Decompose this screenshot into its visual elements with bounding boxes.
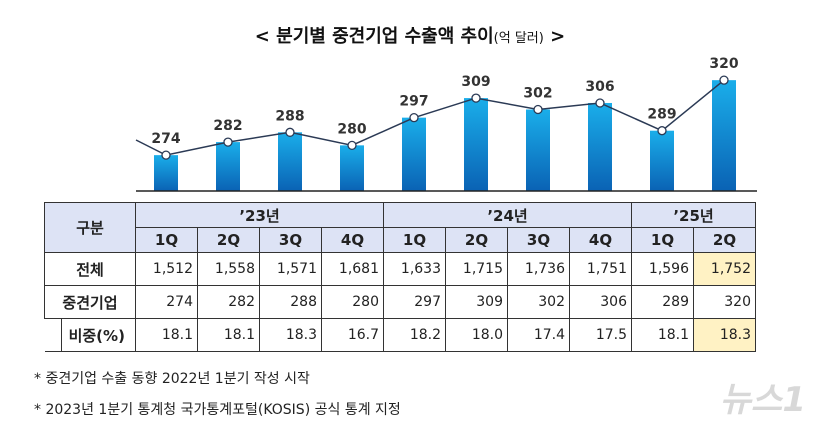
table-cell: 1,752	[693, 252, 756, 286]
table-cell: 18.0	[445, 318, 508, 352]
table-cell: 288	[259, 285, 322, 319]
data-point	[533, 104, 543, 115]
data-point	[657, 126, 667, 136]
header-corner: 구분	[44, 202, 136, 253]
footnote-1: * 중견기업 수출 동향 2022년 1분기 작성 시작	[34, 371, 310, 387]
quarter-header: 3Q	[507, 227, 570, 253]
table-cell: 274	[135, 285, 198, 319]
data-label: 306	[585, 79, 614, 95]
table-cell: 1,751	[569, 252, 632, 286]
bar	[340, 145, 364, 191]
bar	[526, 109, 550, 191]
data-point	[347, 140, 357, 151]
table-cell: 1,558	[197, 252, 260, 286]
quarter-header: 2Q	[445, 227, 508, 253]
table-cell: 17.5	[569, 318, 632, 352]
bar	[154, 155, 178, 191]
data-label: 320	[709, 56, 738, 72]
table-cell: 302	[507, 285, 570, 319]
bar-chart: 274 282 288 280 297 309 302 306 289 320	[135, 56, 757, 192]
footnote-2: * 2023년 1분기 통계청 국가통계포털(KOSIS) 공식 통계 지정	[34, 402, 401, 418]
row-header: 중견기업	[44, 285, 136, 319]
table-cell: 282	[197, 285, 260, 319]
table-cell: 16.7	[321, 318, 384, 352]
year-header: ’23년	[135, 202, 384, 228]
bar	[464, 98, 488, 191]
data-point	[285, 127, 295, 137]
table-cell: 1,571	[259, 252, 322, 286]
table-cell: 18.3	[693, 318, 756, 352]
quarter-header: 1Q	[135, 227, 198, 253]
table-cell: 1,633	[383, 252, 446, 286]
table-cell: 18.1	[135, 318, 198, 352]
data-point	[719, 75, 729, 85]
year-header: ’24년	[383, 202, 632, 228]
table-cell: 1,715	[445, 252, 508, 286]
year-header: ’25년	[631, 202, 756, 228]
table-cell: 18.3	[259, 318, 322, 352]
bar	[216, 142, 240, 191]
data-label: 302	[523, 86, 552, 102]
watermark-logo: 뉴스1	[719, 380, 806, 420]
quarter-header: 4Q	[569, 227, 632, 253]
table-cell: 297	[383, 285, 446, 319]
chart-title: < 분기별 중견기업 수출액 추이(억 달러) >	[254, 26, 566, 47]
data-label: 288	[275, 108, 304, 124]
table-cell: 306	[569, 285, 632, 319]
table-cell: 18.1	[197, 318, 260, 352]
data-point	[595, 98, 605, 108]
data-label: 282	[213, 118, 242, 134]
data-table: 구분 ’23년 ’24년 ’25년 1Q 2Q 3Q 4Q 1Q 2Q 3Q 4Q 1Q 2Q 전체 1,51…	[44, 202, 756, 352]
row-header: 비중(%)	[44, 318, 136, 352]
data-label: 280	[337, 121, 366, 137]
table-cell: 18.1	[631, 318, 694, 352]
data-label: 297	[399, 94, 428, 110]
data-point	[161, 150, 171, 160]
data-point	[471, 93, 481, 103]
table-cell: 1,681	[321, 252, 384, 286]
table-cell: 309	[445, 285, 508, 319]
bar	[650, 130, 674, 191]
bar	[712, 80, 736, 191]
quarter-header: 4Q	[321, 227, 384, 253]
quarter-header: 2Q	[693, 227, 756, 253]
table-cell: 17.4	[507, 318, 570, 352]
table-cell: 1,512	[135, 252, 198, 286]
data-point	[409, 113, 419, 123]
bar	[588, 102, 612, 191]
quarter-header: 1Q	[631, 227, 694, 253]
bar	[278, 132, 302, 191]
table-cell: 320	[693, 285, 756, 319]
row-header: 전체	[44, 252, 136, 286]
data-label: 274	[151, 131, 180, 147]
table-cell: 18.2	[383, 318, 446, 352]
quarter-header: 3Q	[259, 227, 322, 253]
data-point	[223, 137, 233, 147]
data-label: 309	[461, 74, 490, 90]
table-cell: 1,596	[631, 252, 694, 286]
table-cell: 280	[321, 285, 384, 319]
table-cell: 289	[631, 285, 694, 319]
bar	[402, 117, 426, 191]
quarter-header: 2Q	[197, 227, 260, 253]
data-label: 289	[647, 107, 676, 123]
table-cell: 1,736	[507, 252, 570, 286]
quarter-header: 1Q	[383, 227, 446, 253]
